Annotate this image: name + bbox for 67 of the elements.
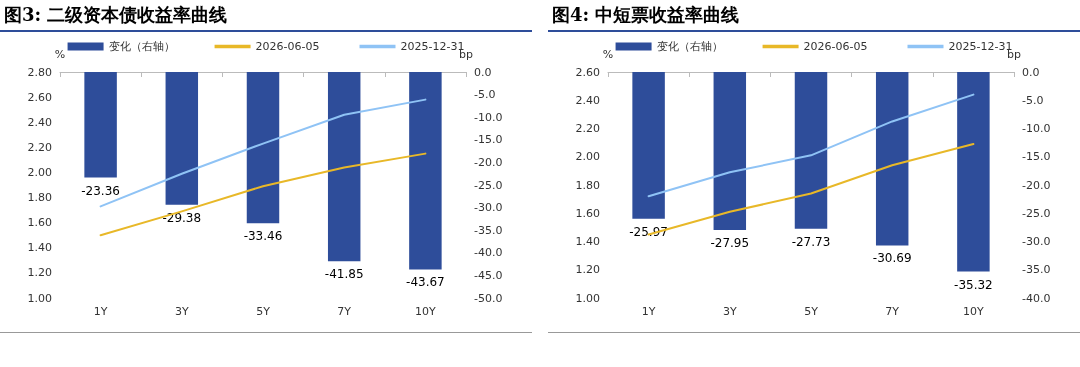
x-tick-label: 3Y [722,305,737,318]
y-tick-label: 1.80 [27,191,52,205]
y2-tick-label: -25.0 [1022,206,1051,220]
y2-tick-label: -20.0 [1022,178,1051,192]
y-tick-label: 2.00 [27,165,52,179]
data-label: -33.46 [243,229,283,244]
y2-tick-label: -30.0 [474,201,503,215]
legend-label: 变化（右轴） [108,40,175,53]
y-axis-title: % [602,48,614,61]
y-tick-label: 2.20 [27,140,52,154]
y2-tick-label: -45.0 [474,268,503,282]
line-series [647,93,975,198]
legend-label: 2026-06-05 [255,40,320,53]
chart-title: 图3: 二级资本债收益率曲线 [0,0,532,32]
y-tick-label: 2.20 [575,122,600,135]
y-tick-label: 1.00 [27,291,52,305]
y2-tick-label: -5.0 [474,88,496,102]
y2-tick-label: -15.0 [474,133,503,147]
legend-label: 2026-06-05 [803,40,868,53]
y-tick-label: 1.00 [575,291,600,305]
x-tick-label: 10Y [963,305,985,318]
x-tick-label: 7Y [885,305,900,318]
x-tick-label: 1Y [93,305,108,318]
x-tick-label: 3Y [174,305,189,318]
chart-title: 图4: 中短票收益率曲线 [548,0,1080,32]
y2-tick-label: -30.0 [1022,235,1051,248]
y-tick-label: 1.40 [27,241,52,255]
data-label: -23.36 [81,183,120,198]
x-tick-label: 5Y [804,305,819,318]
y-tick-label: 1.60 [575,206,600,220]
y-tick-label: 1.40 [575,235,600,248]
data-label: -27.73 [791,234,831,249]
y-tick-label: 1.60 [27,216,52,230]
x-tick-label: 1Y [641,305,656,318]
y-axis-title: % [54,48,66,61]
y-tick-label: 2.60 [27,90,52,104]
y2-tick-label: -25.0 [474,178,503,192]
y2-tick-label: -35.0 [474,223,503,237]
y-tick-label: 2.40 [575,93,600,107]
data-label: -29.38 [162,210,202,225]
data-label: -30.69 [872,251,912,266]
x-tick-label: 5Y [256,305,271,318]
y-tick-label: 1.20 [27,266,52,280]
y2-tick-label: 0.0 [474,65,492,79]
data-label: -27.95 [710,235,750,250]
y-tick-label: 1.20 [575,263,600,277]
data-label: -41.85 [324,267,364,282]
y2-tick-label: -10.0 [474,110,503,124]
y2-tick-label: -40.0 [1022,291,1051,305]
y2-tick-label: -50.0 [474,291,503,305]
y2-tick-label: -10.0 [1022,122,1051,135]
legend-label: 变化（右轴） [656,40,723,53]
x-tick-label: 7Y [337,305,352,318]
y-tick-label: 2.80 [27,65,52,79]
y2-tick-label: -35.0 [1022,263,1051,277]
y-tick-label: 2.40 [27,115,52,129]
y2-tick-label: 0.0 [1022,65,1040,79]
y-tick-label: 1.80 [575,178,600,192]
y2-tick-label: -15.0 [1022,150,1051,164]
data-label: -35.32 [954,277,993,292]
y2-tick-label: -40.0 [474,246,503,260]
y2-tick-label: -20.0 [474,155,503,169]
x-tick-label: 10Y [415,305,437,318]
data-label: -43.67 [406,275,445,290]
y2-tick-label: -5.0 [1022,93,1044,107]
y-tick-label: 2.60 [575,65,600,79]
y-tick-label: 2.00 [575,150,600,164]
